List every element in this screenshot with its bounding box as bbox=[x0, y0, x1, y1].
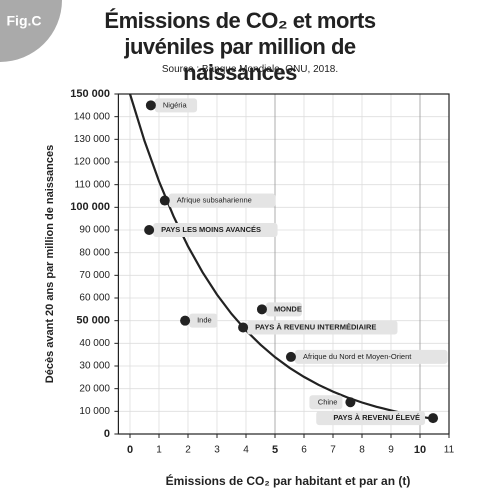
x-tick-label: 8 bbox=[359, 445, 365, 456]
chart-title: Émissions de CO₂ et morts juvéniles par … bbox=[104, 8, 376, 85]
badge-bg bbox=[0, 0, 62, 62]
y-tick-label: 100 000 bbox=[70, 201, 110, 213]
point bbox=[144, 225, 155, 235]
label-bg bbox=[168, 193, 276, 208]
y-tick-label: 130 000 bbox=[74, 134, 111, 145]
y-tick-label: 40 000 bbox=[79, 338, 110, 349]
label-bg bbox=[153, 223, 278, 237]
y-tick-label: 70 000 bbox=[79, 270, 110, 281]
label-bg bbox=[294, 349, 448, 364]
x-tick-label: 10 bbox=[414, 444, 426, 456]
x-tick-label: 2 bbox=[185, 445, 191, 456]
y-tick-label: 0 bbox=[104, 428, 110, 440]
y-tick-label: 50 000 bbox=[76, 315, 110, 327]
point bbox=[145, 100, 156, 111]
x-axis-title: Émissions de CO₂ par habitant et par an … bbox=[166, 473, 411, 488]
x-tick-label: 3 bbox=[214, 445, 220, 456]
point-label: Chine bbox=[318, 397, 338, 406]
point-label: Afrique subsaharienne bbox=[177, 196, 252, 205]
label-bg bbox=[309, 395, 343, 410]
y-tick-label: 90 000 bbox=[79, 225, 110, 236]
y-tick-label: 20 000 bbox=[79, 383, 110, 394]
y-tick-label: 80 000 bbox=[79, 247, 110, 258]
label-bg bbox=[154, 98, 198, 113]
x-tick-label: 6 bbox=[301, 445, 307, 456]
badge: Fig.C bbox=[7, 13, 42, 29]
x-tick-label: 5 bbox=[272, 444, 278, 456]
x-tick-label: 9 bbox=[388, 445, 394, 456]
point bbox=[428, 413, 439, 424]
point bbox=[180, 315, 191, 326]
label-bg bbox=[247, 320, 398, 335]
y-tick-label: 10 000 bbox=[79, 406, 110, 417]
point bbox=[256, 304, 267, 315]
y-tick-label: 150 000 bbox=[70, 88, 110, 100]
point bbox=[159, 195, 170, 206]
y-tick-label: 30 000 bbox=[79, 361, 110, 372]
y-tick-label: 110 000 bbox=[75, 179, 111, 190]
point-label: PAYS À REVENU ÉLEVÉ bbox=[333, 413, 420, 422]
plot-frame bbox=[117, 93, 450, 435]
label-bg bbox=[316, 411, 426, 426]
trend-curve bbox=[128, 93, 435, 421]
x-tick-label: 4 bbox=[243, 445, 249, 456]
y-axis-title: Décès avant 20 ans par million de naissa… bbox=[44, 145, 56, 383]
x-tick-label: 0 bbox=[127, 444, 133, 456]
y-tick-label: 60 000 bbox=[79, 293, 110, 304]
x-tick-label: 1 bbox=[156, 445, 162, 456]
point-label: PAYS À REVENU INTERMÉDIAIRE bbox=[255, 322, 376, 331]
point-label: Inde bbox=[197, 316, 212, 325]
x-tick-label: 7 bbox=[330, 445, 336, 456]
point-label: PAYS LES MOINS AVANCÉS bbox=[161, 225, 261, 234]
point bbox=[345, 397, 356, 408]
point-label: Afrique du Nord et Moyen-Orient bbox=[303, 352, 412, 361]
x-tick-label: 11 bbox=[444, 445, 455, 456]
point-label: MONDE bbox=[274, 304, 302, 313]
point bbox=[285, 351, 296, 362]
point bbox=[238, 322, 249, 333]
y-tick-label: 120 000 bbox=[74, 157, 111, 168]
chart-subtitle: Source : Banque Mondiale, ONU, 2018. bbox=[161, 64, 339, 75]
point-label: Nigéria bbox=[163, 100, 188, 109]
label-bg bbox=[189, 313, 218, 328]
label-bg bbox=[265, 302, 302, 317]
y-tick-label: 140 000 bbox=[74, 111, 111, 122]
